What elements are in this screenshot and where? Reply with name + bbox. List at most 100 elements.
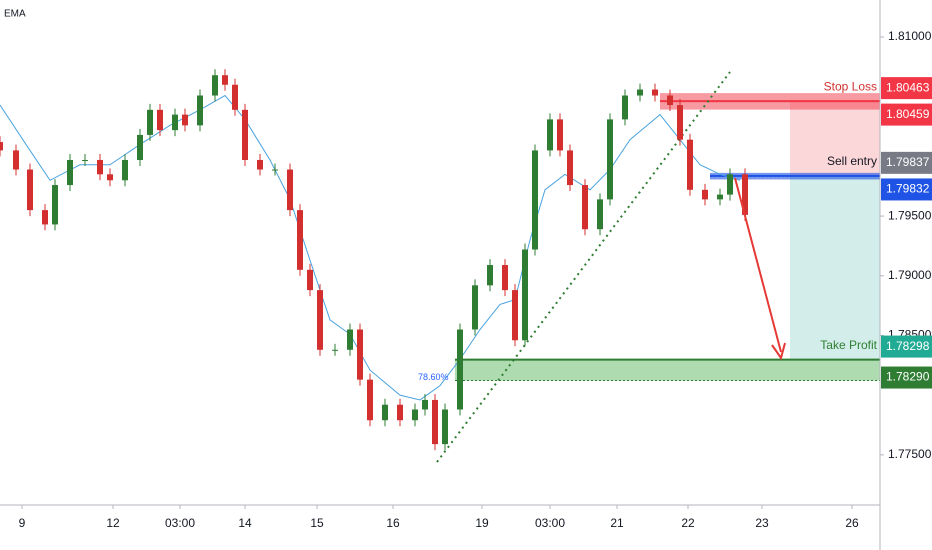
x-tick-label: 23 [755,516,769,530]
candle-body [382,404,388,421]
plot [0,69,748,451]
candle-body [512,290,518,341]
candle-body [317,290,323,350]
y-tick-label: 1.81000 [888,29,932,43]
candle-body [182,114,188,126]
x-tick-label: 22 [681,516,695,530]
price-label: 1.78290 [886,370,930,384]
x-tick-label: 16 [386,516,400,530]
price-label-box [881,366,932,389]
price-label: 1.78298 [886,339,930,353]
reward-zone [790,176,880,360]
risk-zone [790,101,880,176]
candle-body [442,409,448,445]
candle-body [52,185,58,225]
candle-body [137,134,143,160]
price-label-box [881,151,932,174]
candle-body [222,75,228,85]
candle-body [232,84,238,110]
candle-body [332,349,338,351]
x-tick-label: 26 [845,516,859,530]
candle-body [347,329,353,350]
candle-body [522,249,528,341]
zones [455,93,880,382]
candle-body [272,169,278,171]
candle-body [432,399,438,445]
candle-body [147,109,153,135]
price-label-box [881,77,932,100]
candle-body [122,159,128,181]
level-name: Sell entry [827,154,877,168]
candle-body [13,150,19,170]
price-label: 1.80463 [886,80,930,94]
candle-body [582,185,588,230]
candle-body [367,379,373,421]
candle-body [622,95,628,120]
x-tick-label: 14 [238,516,252,530]
candle-body [472,285,478,330]
candle-body [27,169,33,211]
x-tick-label: 03:00 [535,516,565,530]
x-tick-label: 21 [610,516,624,530]
candle-body [637,89,643,96]
candle-body [307,269,313,291]
candle-body [242,109,248,160]
x-tick-label: 19 [475,516,489,530]
candle-body [502,265,508,291]
candle-body [297,210,303,270]
price-label-box [881,335,932,358]
level-zone [455,359,880,381]
candle-body [412,409,418,421]
candle-body [157,109,163,131]
candle-body [287,169,293,211]
y-tick-label: 1.79500 [888,208,932,222]
price-label-box [881,103,932,126]
arrow-shaft [734,177,782,353]
candle-body [422,399,428,410]
candle-body [212,75,218,96]
candle-body [397,404,403,421]
ema-line [0,94,741,401]
indicator-label: EMA [4,9,26,20]
candle-body [0,142,3,151]
candle-body [667,95,673,106]
x-tick-label: 03:00 [165,516,195,530]
x-tick-label: 12 [106,516,120,530]
candle-body [742,174,748,215]
candle-body [257,159,263,170]
candle-body [727,174,733,195]
candle-body [197,95,203,126]
candle-body [567,150,573,186]
level-name: Stop Loss [824,79,877,93]
price-label-box [881,178,932,201]
candle-body [67,159,73,186]
candle-body [487,265,493,286]
level-name: Take Profit [820,338,877,352]
x-tick-label: 9 [19,516,26,530]
candle-body [717,194,723,200]
y-tick-label: 1.79000 [888,268,932,282]
x-tick-label: 15 [310,516,324,530]
candle-body [357,329,363,380]
candle-body [97,159,103,175]
candle-body [172,114,178,131]
price-label: 1.79837 [886,155,930,169]
candle-body [532,150,538,250]
candle-body [107,174,113,181]
arrow-head [771,342,786,361]
candle-body [687,139,693,190]
candle-body [607,119,613,200]
candle-body [557,119,563,151]
candle-body [677,105,683,140]
candle-body [597,199,603,230]
candle-body [42,210,48,225]
price-label: 1.79832 [886,182,930,196]
price-label: 1.80459 [886,107,930,121]
fib-label: 78.60% [418,372,449,382]
candle-body [702,189,708,200]
candle-body [652,89,658,96]
candle-body [547,119,553,151]
